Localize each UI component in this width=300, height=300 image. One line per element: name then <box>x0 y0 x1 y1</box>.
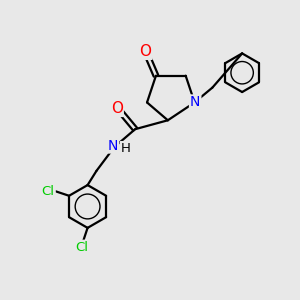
Text: N: N <box>108 139 118 152</box>
Text: O: O <box>111 101 123 116</box>
Text: H: H <box>121 142 130 155</box>
Text: Cl: Cl <box>75 241 88 254</box>
Text: N: N <box>190 95 200 110</box>
Text: Cl: Cl <box>42 185 55 198</box>
Text: O: O <box>140 44 152 59</box>
